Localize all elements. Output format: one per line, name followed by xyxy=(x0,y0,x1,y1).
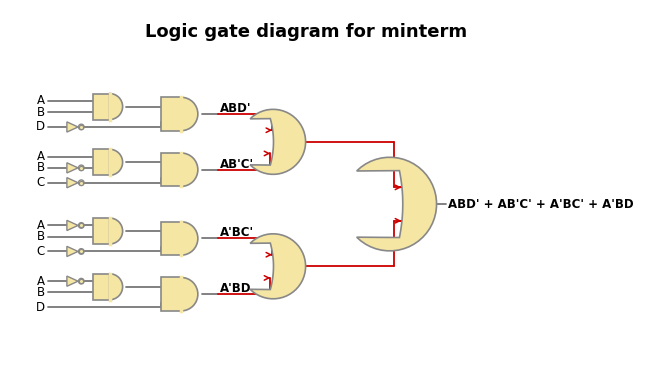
Polygon shape xyxy=(93,94,110,119)
Polygon shape xyxy=(160,222,181,255)
Polygon shape xyxy=(160,153,181,186)
Polygon shape xyxy=(93,274,110,300)
Text: B: B xyxy=(36,286,45,299)
Circle shape xyxy=(79,180,84,185)
Text: A: A xyxy=(36,275,45,288)
Circle shape xyxy=(79,124,84,130)
Text: B: B xyxy=(36,230,45,243)
Text: ABD' + AB'C' + A'BC' + A'BD: ABD' + AB'C' + A'BC' + A'BD xyxy=(447,198,634,210)
Polygon shape xyxy=(93,218,110,244)
Text: D: D xyxy=(36,121,45,134)
Polygon shape xyxy=(250,109,306,174)
Polygon shape xyxy=(67,122,78,132)
Text: B: B xyxy=(36,161,45,174)
Polygon shape xyxy=(67,163,78,173)
Circle shape xyxy=(79,249,84,254)
Polygon shape xyxy=(250,234,306,299)
Circle shape xyxy=(79,165,84,170)
Text: C: C xyxy=(36,176,45,189)
Polygon shape xyxy=(93,149,110,175)
Wedge shape xyxy=(181,278,198,311)
Polygon shape xyxy=(356,157,436,251)
Polygon shape xyxy=(160,97,181,131)
Text: AB'C': AB'C' xyxy=(220,158,254,170)
Text: A: A xyxy=(36,150,45,163)
Wedge shape xyxy=(181,97,198,131)
Text: D: D xyxy=(36,301,45,314)
Text: A: A xyxy=(36,94,45,108)
Wedge shape xyxy=(110,274,123,300)
Text: B: B xyxy=(36,106,45,119)
Text: A'BC': A'BC' xyxy=(220,227,254,239)
Wedge shape xyxy=(110,149,123,175)
Text: C: C xyxy=(36,245,45,258)
Text: Logic gate diagram for minterm: Logic gate diagram for minterm xyxy=(145,23,467,41)
Polygon shape xyxy=(67,178,78,188)
Wedge shape xyxy=(110,94,123,119)
Polygon shape xyxy=(67,276,78,286)
Text: A: A xyxy=(36,219,45,232)
Wedge shape xyxy=(110,218,123,244)
Circle shape xyxy=(79,278,84,284)
Text: ABD': ABD' xyxy=(220,102,251,115)
Circle shape xyxy=(79,223,84,228)
Wedge shape xyxy=(181,222,198,255)
Text: A'BD: A'BD xyxy=(220,282,251,295)
Polygon shape xyxy=(67,220,78,230)
Polygon shape xyxy=(67,247,78,257)
Wedge shape xyxy=(181,153,198,186)
Polygon shape xyxy=(160,278,181,311)
